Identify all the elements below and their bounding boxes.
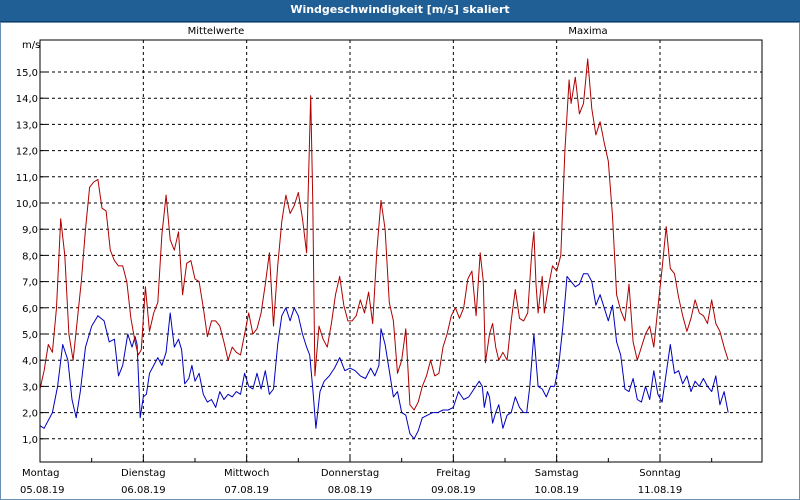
plot-area [40,40,762,462]
y-tick-label: 4,0 [22,356,38,367]
series-line-maxima [39,58,729,411]
x-tick-date-label: 06.08.19 [121,485,166,496]
x-tick-day-label: Samstag [535,468,579,479]
x-tick-day-label: Donnerstag [321,468,379,479]
x-tick-day-label: Dienstag [121,468,166,479]
y-tick-label: 1,0 [22,435,38,446]
x-tick-day-label: Mittwoch [224,468,269,479]
x-tick-date-label: 10.08.19 [534,485,579,496]
y-tick-label: 2,0 [22,409,38,420]
x-tick-date-label: 11.08.19 [638,485,683,496]
y-tick-label: 14,0 [16,94,38,105]
y-tick-label: 5,0 [22,330,38,341]
plot-border [39,39,763,463]
y-tick-label: 6,0 [22,304,38,315]
x-tick-date-label: 05.08.19 [20,485,65,496]
y-tick-label: 10,0 [16,199,38,210]
x-axis-ticks: Montag 05.08.19 Dienstag 06.08.19 Mittwoch 07… [20,456,713,496]
y-tick-label: 7,0 [22,278,38,289]
x-tick-day-label: Montag [22,468,59,479]
y-tick-label: 8,0 [22,251,38,262]
y-axis-ticks: 1,0 2,0 3,0 4,0 5,0 6,0 7,0 8,0 9,0 10,0 11,0 12,0 1… [16,68,46,446]
y-tick-label: 13,0 [16,120,38,131]
series-lines [39,58,729,440]
window-title: Windgeschwindigkeit [m/s] skaliert [0,0,800,22]
x-tick-date-label: 07.08.19 [224,485,269,496]
x-tick-date-label: 09.08.19 [431,485,476,496]
y-tick-label: 11,0 [16,173,38,184]
y-tick-label: 3,0 [22,382,38,393]
series-line-mittelwerte [39,273,729,440]
y-tick-label: 9,0 [22,225,38,236]
x-tick-date-label: 08.08.19 [328,485,373,496]
x-tick-day-label: Sonntag [639,468,681,479]
legend-maxima: Maxima [568,26,607,37]
x-tick-day-label: Freitag [436,468,470,479]
legend-mittelwerte: Mittelwerte [188,26,245,37]
y-tick-label: 12,0 [16,147,38,158]
y-axis-label: m/s [22,40,40,51]
grid [40,40,762,462]
y-tick-label: 15,0 [16,68,38,79]
